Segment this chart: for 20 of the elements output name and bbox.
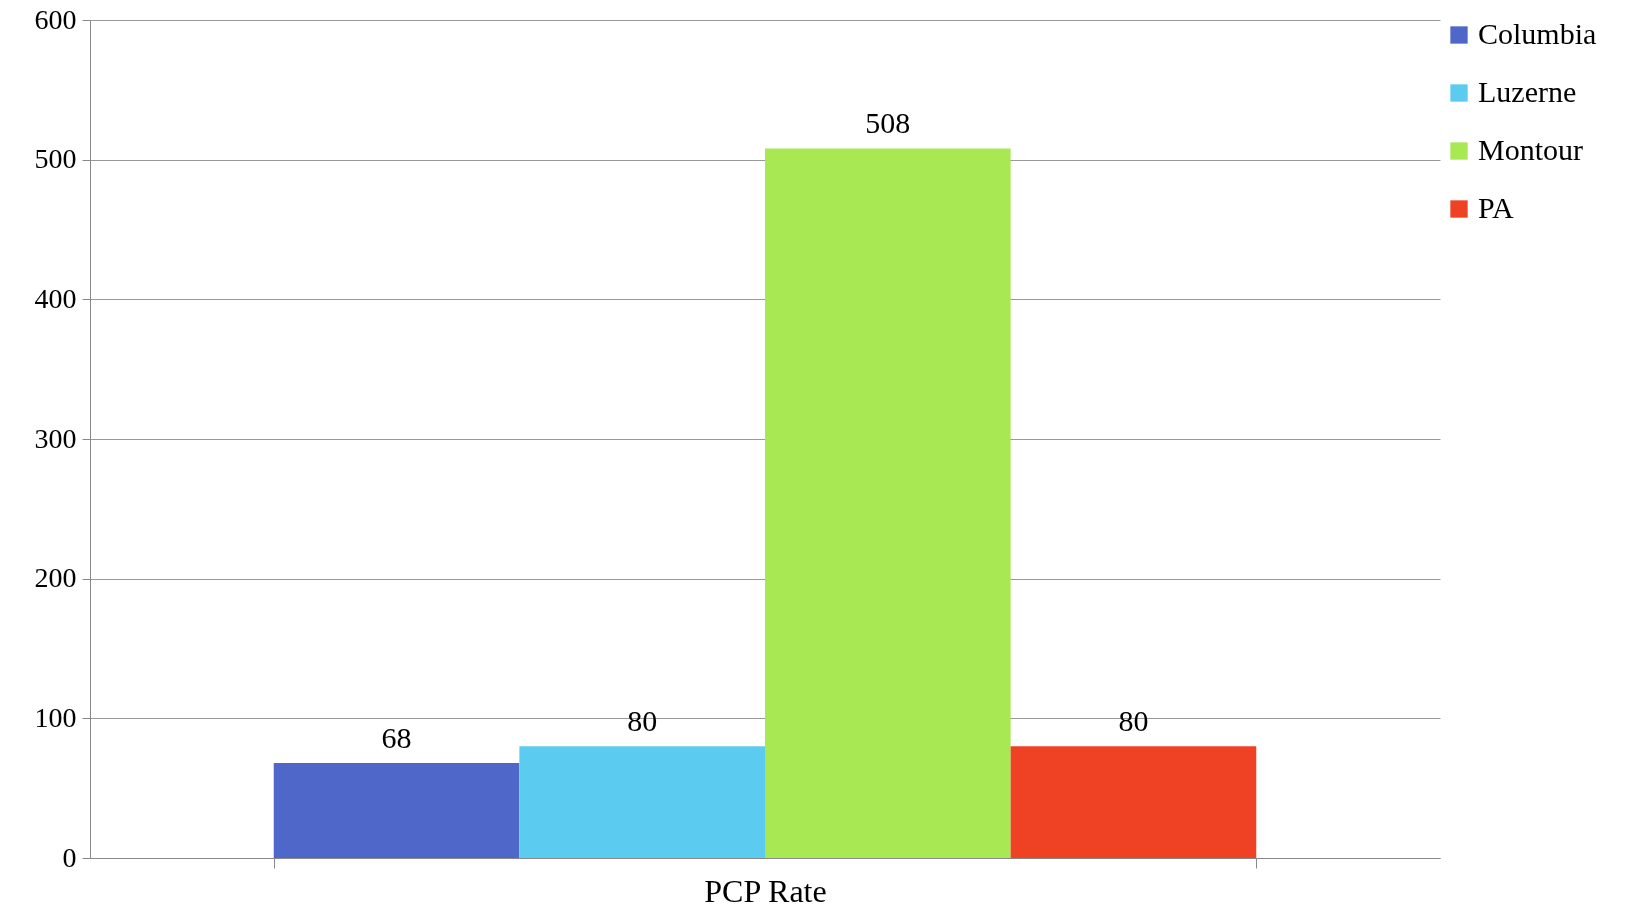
- y-tick-label: 0: [62, 841, 77, 873]
- legend-label: Columbia: [1478, 17, 1597, 50]
- data-label: 68: [381, 721, 412, 755]
- y-tick-label: 500: [34, 143, 77, 175]
- y-tick-label: 300: [34, 422, 77, 454]
- data-label: 508: [865, 106, 911, 140]
- data-label: 80: [1118, 704, 1149, 738]
- x-tick-label: PCP Rate: [704, 872, 827, 909]
- legend-label: PA: [1478, 191, 1514, 224]
- bar: [1010, 746, 1257, 858]
- data-label: 80: [627, 704, 658, 738]
- y-tick-label: 600: [34, 3, 77, 35]
- y-tick-label: 100: [34, 701, 77, 733]
- legend-label: Montour: [1478, 133, 1584, 166]
- legend-label: Luzerne: [1478, 75, 1577, 108]
- y-tick-label: 200: [34, 562, 77, 594]
- bar: [765, 148, 1011, 858]
- y-tick-label: 400: [34, 282, 77, 314]
- bar: [519, 746, 765, 858]
- bar: [273, 763, 520, 858]
